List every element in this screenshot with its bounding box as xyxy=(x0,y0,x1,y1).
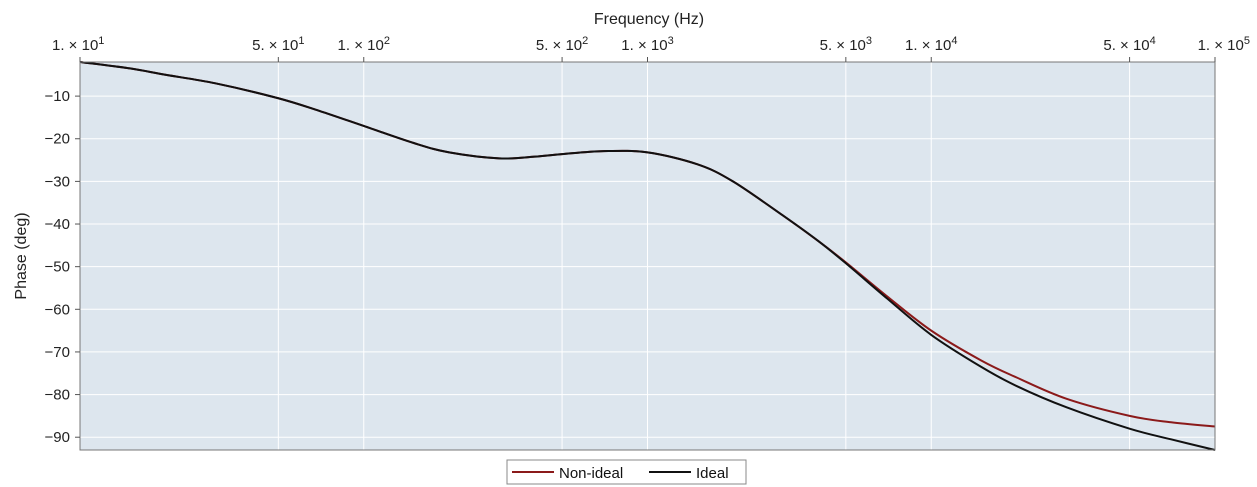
y-tick-label: −30 xyxy=(45,173,70,190)
x-tick-label: 1. × 103 xyxy=(621,35,673,54)
y-tick-label: −40 xyxy=(45,216,70,233)
y-axis: −10 −20 −30 −40 −50 −60 −70 −80 −90 xyxy=(45,88,80,446)
x-tick-label: 1. × 104 xyxy=(905,35,957,54)
y-tick-label: −90 xyxy=(45,429,70,446)
x-tick-label: 1. × 101 xyxy=(52,35,104,54)
x-tick-label: 1. × 102 xyxy=(338,35,390,54)
legend: Non-ideal Ideal xyxy=(506,459,747,485)
legend-label-ideal: Ideal xyxy=(696,465,729,482)
series-lines xyxy=(79,61,1216,451)
series-line-ideal xyxy=(79,61,1216,451)
y-tick-label: −80 xyxy=(45,387,70,404)
x-tick-label: 5. × 104 xyxy=(1103,35,1155,54)
y-tick-label: −20 xyxy=(45,131,70,148)
x-tick-label: 5. × 101 xyxy=(252,35,304,54)
y-axis-title: Phase (deg) xyxy=(13,212,30,299)
x-axis: 1. × 101 5. × 101 1. × 102 5. × 102 1. × 103… xyxy=(52,35,1250,62)
y-tick-label: −10 xyxy=(45,88,70,105)
x-tick-label: 5. × 103 xyxy=(820,35,872,54)
y-tick-label: −50 xyxy=(45,259,70,276)
y-tick-label: −70 xyxy=(45,344,70,361)
x-tick-label: 5. × 102 xyxy=(536,35,588,54)
x-axis-title: Frequency (Hz) xyxy=(594,11,704,28)
legend-label-non-ideal: Non-ideal xyxy=(559,465,623,482)
y-tick-label: −60 xyxy=(45,301,70,318)
x-tick-label: 1. × 105 xyxy=(1198,35,1250,54)
